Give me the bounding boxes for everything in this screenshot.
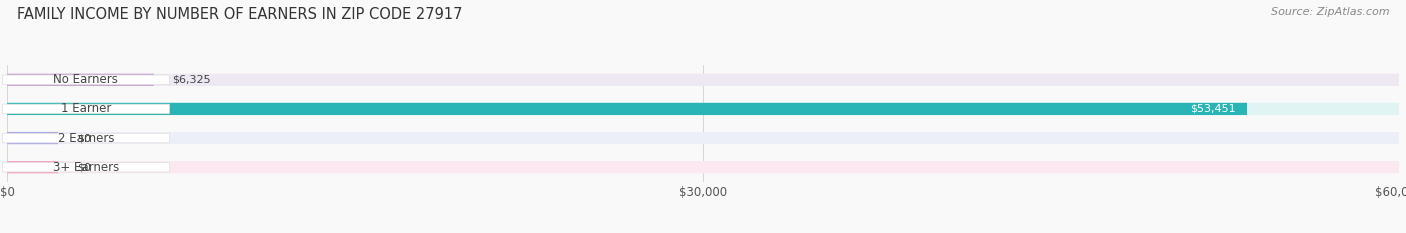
FancyBboxPatch shape [7,132,58,144]
FancyBboxPatch shape [3,162,170,172]
FancyBboxPatch shape [7,74,1399,86]
FancyBboxPatch shape [3,133,170,143]
FancyBboxPatch shape [3,104,170,114]
Text: 1 Earner: 1 Earner [60,103,111,115]
Text: 3+ Earners: 3+ Earners [53,161,120,174]
Text: $0: $0 [77,162,90,172]
Text: $0: $0 [77,133,90,143]
Text: FAMILY INCOME BY NUMBER OF EARNERS IN ZIP CODE 27917: FAMILY INCOME BY NUMBER OF EARNERS IN ZI… [17,7,463,22]
Text: 2 Earners: 2 Earners [58,132,114,144]
FancyBboxPatch shape [7,74,153,86]
FancyBboxPatch shape [7,132,1399,144]
Text: $53,451: $53,451 [1189,104,1236,114]
Text: No Earners: No Earners [53,73,118,86]
FancyBboxPatch shape [7,103,1399,115]
FancyBboxPatch shape [3,75,170,85]
FancyBboxPatch shape [7,103,1247,115]
FancyBboxPatch shape [7,161,1399,173]
Text: Source: ZipAtlas.com: Source: ZipAtlas.com [1271,7,1389,17]
Text: $6,325: $6,325 [173,75,211,85]
FancyBboxPatch shape [7,161,58,173]
